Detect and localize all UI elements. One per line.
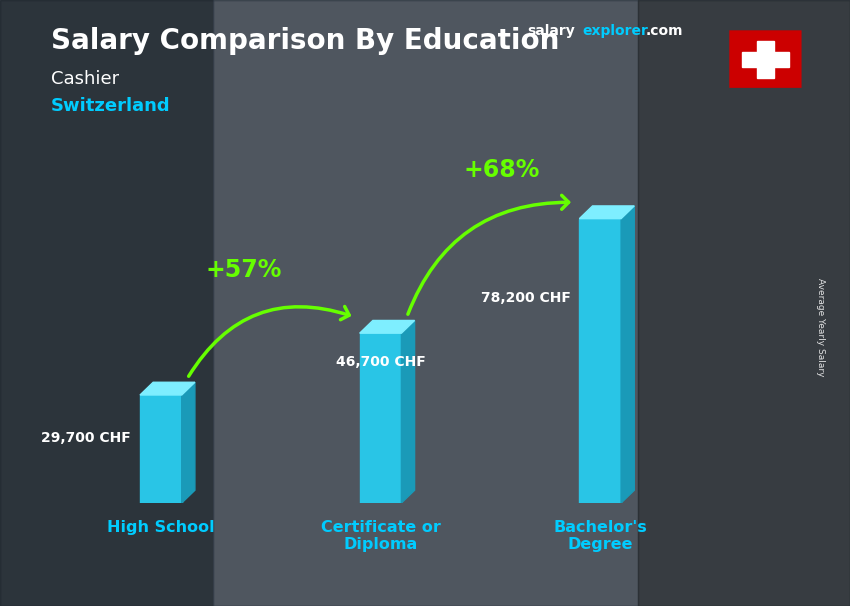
Bar (0, 0, 212, 606)
Text: explorer: explorer (582, 24, 648, 38)
Text: Cashier: Cashier (51, 70, 119, 88)
Text: +68%: +68% (463, 158, 540, 182)
Text: 29,700 CHF: 29,700 CHF (42, 431, 131, 445)
Bar (742, 52, 789, 67)
Bar (360, 333, 401, 503)
Polygon shape (182, 382, 195, 503)
Polygon shape (360, 321, 415, 333)
Text: salary: salary (527, 24, 575, 38)
Bar (212, 0, 638, 606)
Text: Average Yearly Salary: Average Yearly Salary (816, 278, 824, 376)
Polygon shape (401, 321, 415, 503)
Bar (580, 219, 621, 503)
Text: 78,200 CHF: 78,200 CHF (481, 291, 570, 305)
Bar (756, 41, 774, 78)
Text: 46,700 CHF: 46,700 CHF (336, 355, 425, 369)
Polygon shape (140, 382, 195, 395)
Text: Salary Comparison By Education: Salary Comparison By Education (51, 27, 559, 55)
Bar (140, 395, 182, 503)
Text: .com: .com (646, 24, 683, 38)
Text: +57%: +57% (205, 258, 281, 282)
Bar (638, 0, 850, 606)
FancyBboxPatch shape (729, 30, 802, 88)
Text: Switzerland: Switzerland (51, 97, 171, 115)
Polygon shape (580, 206, 634, 219)
Polygon shape (621, 206, 634, 503)
